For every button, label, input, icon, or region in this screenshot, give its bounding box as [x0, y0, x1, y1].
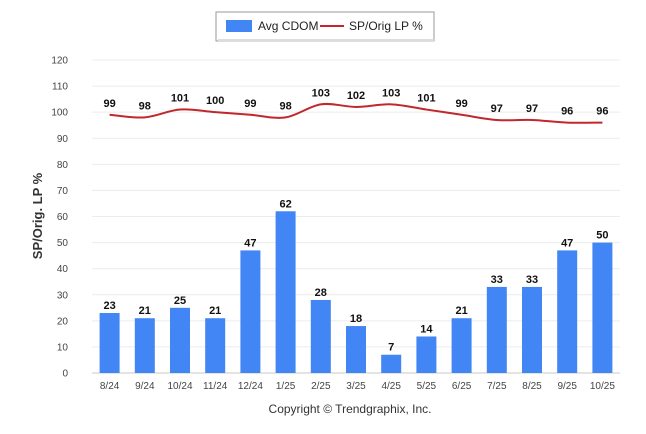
bar-value-label: 7	[388, 342, 394, 354]
x-tick-label: 10/24	[167, 381, 192, 392]
bar	[205, 318, 226, 373]
bar	[416, 336, 437, 373]
y-tick-label: 80	[57, 160, 69, 171]
bar	[240, 250, 261, 373]
bar	[346, 326, 366, 373]
x-tick-label: 9/25	[557, 381, 577, 392]
bar-value-label: 25	[174, 295, 186, 307]
x-tick-label: 2/25	[311, 381, 331, 392]
x-tick-labels: 8/24 9/24 10/24 11/24 12/24 1/25 2/25 3/25 4/25 5…	[100, 381, 615, 392]
bar	[486, 286, 507, 373]
line-value-label: 97	[526, 103, 538, 115]
line-value-label: 96	[596, 106, 608, 118]
bar	[99, 313, 120, 373]
x-tick-label: 5/25	[417, 381, 437, 392]
bar-value-label: 21	[209, 305, 221, 317]
line-value-label: 101	[171, 93, 189, 105]
legend-label-bar: Avg CDOM	[258, 19, 318, 33]
y-tick-label: 20	[57, 316, 69, 327]
bar-value-label: 47	[244, 237, 256, 249]
legend-shadow	[218, 39, 434, 42]
bar	[557, 250, 578, 373]
bar	[381, 354, 402, 373]
x-tick-label: 11/24	[203, 381, 228, 392]
y-tick-label: 60	[57, 212, 69, 223]
bar-labels: 23 21 25 21 47 62 28 18 7 14 21 33 33 47 50	[103, 198, 608, 353]
x-tick-label: 3/25	[346, 381, 366, 392]
bar	[592, 242, 613, 373]
line-value-label: 97	[491, 103, 503, 115]
line-value-label: 99	[103, 98, 115, 110]
bars	[99, 211, 613, 373]
line-value-label: 99	[455, 98, 467, 110]
y-tick-label: 0	[62, 369, 68, 380]
y-tick-label: 40	[57, 264, 69, 275]
bar-value-label: 28	[315, 287, 327, 299]
legend: Avg CDOM SP/Orig LP %	[215, 11, 435, 42]
bar	[522, 286, 542, 373]
x-tick-label: 6/25	[452, 381, 472, 392]
x-tick-label: 1/25	[276, 381, 296, 392]
y-tick-label: 110	[52, 82, 68, 93]
bar-value-label: 14	[420, 323, 433, 335]
y-tick-label: 30	[57, 290, 69, 301]
bar	[310, 299, 331, 373]
line-labels: 99 98 101 100 99 98 103 102 103 101 99 97 97 96 96	[103, 87, 608, 117]
line-value-label: 101	[417, 93, 435, 105]
legend-label-line: SP/Orig LP %	[349, 19, 423, 33]
bar-value-label: 50	[596, 230, 608, 242]
line-value-label: 96	[561, 106, 573, 118]
line-value-label: 98	[279, 100, 291, 112]
bar-value-label: 21	[139, 305, 151, 317]
x-tick-label: 8/24	[100, 381, 120, 392]
y-tick-labels: 0 10 20 30 40 50 60 70 80 90 100 110 120	[51, 56, 68, 380]
line-value-label: 103	[312, 87, 330, 99]
line-value-label: 103	[382, 87, 400, 99]
line-series	[109, 102, 603, 124]
y-tick-label: 120	[51, 56, 68, 67]
line-value-label: 102	[347, 90, 365, 102]
bar	[451, 318, 472, 373]
bar-value-label: 21	[455, 305, 467, 317]
bar-value-label: 18	[350, 313, 362, 325]
legend-swatch-bar	[226, 20, 252, 32]
copyright-footer: Copyright © Trendgraphix, Inc.	[269, 402, 432, 416]
y-axis-title: SP/Orig. LP %	[30, 172, 45, 259]
y-tick-label: 10	[57, 342, 69, 353]
bar-value-label: 47	[561, 237, 573, 249]
bar	[170, 307, 190, 373]
y-tick-label: 90	[57, 134, 69, 145]
line-value-label: 99	[244, 98, 256, 110]
x-tick-label: 4/25	[381, 381, 401, 392]
x-tick-label: 9/24	[135, 381, 155, 392]
line-value-label: 100	[206, 95, 224, 107]
line-path	[109, 102, 603, 124]
bar-value-label: 33	[526, 274, 538, 286]
y-tick-label: 70	[57, 186, 69, 197]
line-value-label: 98	[139, 100, 151, 112]
x-tick-label: 7/25	[487, 381, 507, 392]
x-tick-label: 12/24	[238, 381, 263, 392]
bar-value-label: 62	[279, 198, 291, 210]
x-tick-label: 8/25	[522, 381, 542, 392]
x-tick-label: 10/25	[590, 381, 615, 392]
bar	[275, 211, 296, 373]
y-tick-label: 100	[51, 108, 68, 119]
bar-value-label: 33	[491, 274, 503, 286]
y-tick-label: 50	[57, 238, 69, 249]
bar-value-label: 23	[103, 300, 115, 312]
bar	[134, 318, 155, 373]
